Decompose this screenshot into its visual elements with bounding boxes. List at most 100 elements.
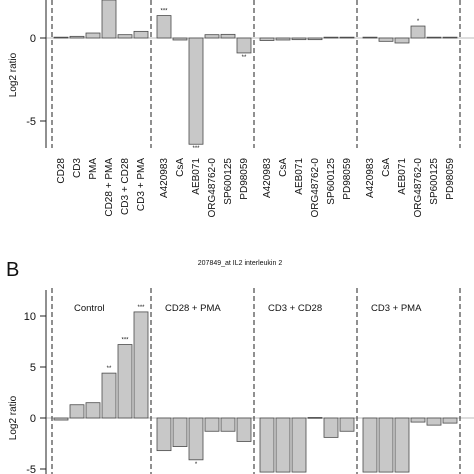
panel-a-category-g2-5: SP600125 <box>223 158 234 205</box>
panel-b-group-label-4: CD3 + PMA <box>371 303 422 314</box>
panel-b-bar-g3-2 <box>275 417 291 473</box>
panel-b-bar-g2-4 <box>204 417 220 432</box>
panel-b-bar-g3-5 <box>323 417 339 438</box>
panel-a-category-g4-3: AEB071 <box>397 158 408 195</box>
panel-a-significance-marks: ********* <box>160 9 419 153</box>
panel-b-bar-g2-5 <box>220 417 236 432</box>
panel-b-bar-g3-1 <box>259 417 275 473</box>
panel-a-category-g2-3: AEB071 <box>191 158 202 195</box>
panel-a-bar-g3-5 <box>323 36 339 39</box>
panel-b-bar-g4-6 <box>442 417 458 424</box>
panel-b-title: 207849_at IL2 interleukin 2 <box>198 260 283 267</box>
panel-a-bar-g3-3 <box>291 37 307 41</box>
panel-b-group-label-3: CD3 + CD28 <box>268 303 322 314</box>
panel-b-bar-g4-4 <box>410 417 426 423</box>
panel-a-bar-g2-1 <box>156 15 172 39</box>
panel-b-y-axis-label: Log2 ratio <box>8 395 19 440</box>
panel-a-dividers <box>51 0 461 148</box>
panel-a-bar-g3-1 <box>259 37 275 41</box>
panel-a-category-g3-6: PD98059 <box>342 158 353 200</box>
panel-a-bar-g4-4 <box>410 25 426 39</box>
panel-a-sig-g4-4: * <box>417 19 420 25</box>
panel-a-bar-g2-6 <box>236 37 252 54</box>
panel-a-category-g2-1: A420983 <box>159 158 170 198</box>
panel-a-category-g2-2: CsA <box>175 158 186 177</box>
panel-a-category-g3-4: ORG48762-0 <box>310 158 321 218</box>
panel-b-bar-g1-2 <box>69 404 85 419</box>
panel-a-bar-g1-3 <box>85 32 101 39</box>
panel-a-bar-g3-2 <box>275 37 291 41</box>
panel-b-group-label-1: Control <box>74 303 105 314</box>
panel-b-sig-g1-5: *** <box>121 338 129 344</box>
panel-b-sig-g2-3: * <box>195 462 198 468</box>
panel-b-group-label-2: CD28 + PMA <box>165 303 221 314</box>
panel-a-sig-g2-1: *** <box>160 9 168 15</box>
panel-a-bar-g1-1 <box>53 36 69 39</box>
panel-a-category-g3-1: A420983 <box>262 158 273 198</box>
panel-a-category-g1-3: PMA <box>88 158 99 180</box>
panel-a-bar-g2-3 <box>188 37 204 145</box>
panel-a-bar-g4-5 <box>426 36 442 39</box>
panel-a-category-g1-4: CD28 + PMA <box>104 158 115 217</box>
panel-a-bar-g4-6 <box>442 36 458 39</box>
panel-a-bar-g2-4 <box>204 34 220 39</box>
panel-a-category-g3-2: CsA <box>278 158 289 177</box>
panel-b-bars <box>46 311 474 473</box>
panel-b-label: B <box>6 259 19 281</box>
panel-b-bar-g2-3 <box>188 417 204 461</box>
panel-b-bar-g1-4 <box>101 372 117 419</box>
panel-a-category-labels: CD28 CD3 PMA CD28 + PMA CD3 + CD28 CD3 + PMA A… <box>56 158 456 218</box>
panel-b-bar-g4-3 <box>394 417 410 473</box>
panel-b-dividers <box>51 288 461 474</box>
panel-a-chart: ********* 0 -5 Log2 ratio CD28 CD3 PMA CD28… <box>8 0 474 217</box>
panel-a-bar-g1-5 <box>117 34 133 39</box>
panel-b-bar-g1-3 <box>85 402 101 419</box>
panel-b-group-labels: Control CD28 + PMA CD3 + CD28 CD3 + PMA <box>74 303 422 314</box>
panel-a-bar-g1-4 <box>101 0 117 39</box>
panel-b-bar-g4-1 <box>362 417 378 473</box>
panel-a-category-g4-5: SP600125 <box>429 158 440 205</box>
panel-a-bar-g1-6 <box>133 30 149 39</box>
panel-a-category-g3-3: AEB071 <box>294 158 305 195</box>
panel-b-y-tick-label-10: 10 <box>24 311 36 323</box>
panel-a-category-g1-6: CD3 + PMA <box>136 158 147 211</box>
panel-a-sig-g2-3: *** <box>192 146 200 152</box>
panel-b-bar-g2-2 <box>172 417 188 447</box>
panel-b-bar-g2-6 <box>236 417 252 442</box>
panel-a-bar-g2-2 <box>172 37 188 41</box>
panel-b-bar-g3-3 <box>291 417 307 473</box>
panel-a-bar-g4-2 <box>378 37 394 42</box>
panel-a-bar-g1-2 <box>69 35 85 39</box>
panel-b-bar-g3-6 <box>339 417 355 432</box>
panel-a-bar-g4-1 <box>362 36 378 39</box>
panel-b-bar-g1-5 <box>117 344 133 419</box>
panel-a-bars <box>46 0 474 145</box>
panel-a-category-g1-5: CD3 + CD28 <box>120 158 131 215</box>
panel-b-chart: B 207849_at IL2 interleukin 2 ********* … <box>6 259 474 474</box>
panel-b-y-tick-label-5: 5 <box>30 362 36 374</box>
panel-b-significance-marks: ********* <box>107 305 198 468</box>
panel-a-y-axis-label: Log2 ratio <box>8 52 19 97</box>
panel-b-bar-g4-5 <box>426 417 442 426</box>
panel-b-sig-g1-6: *** <box>137 305 145 311</box>
panel-a-category-g2-4: ORG48762-0 <box>207 158 218 218</box>
panel-a-category-g4-6: PD98059 <box>445 158 456 200</box>
panel-b-bar-g1-1 <box>53 417 69 421</box>
panel-a-bar-g3-6 <box>339 36 355 39</box>
panel-a-category-g1-2: CD3 <box>72 158 83 178</box>
panel-b-bar-g3-4 <box>307 417 323 419</box>
panel-b-y-tick-label-minus5: -5 <box>26 464 36 474</box>
panel-a-category-g4-1: A420983 <box>365 158 376 198</box>
panel-a-bar-g4-3 <box>394 37 410 44</box>
panel-b-bar-g2-1 <box>156 417 172 452</box>
panel-a-category-g4-4: ORG48762-0 <box>413 158 424 218</box>
panel-a-category-g4-2: CsA <box>381 158 392 177</box>
panel-b-y-tick-label-0: 0 <box>30 413 36 425</box>
panel-b-sig-g1-4: ** <box>107 366 112 372</box>
panel-a-bar-g2-5 <box>220 33 236 39</box>
panel-a-category-g3-5: SP600125 <box>326 158 337 205</box>
panel-a-category-g2-6: PD98059 <box>239 158 250 200</box>
panel-a-sig-g2-6: ** <box>242 55 247 61</box>
panel-b-bar-g4-2 <box>378 417 394 473</box>
